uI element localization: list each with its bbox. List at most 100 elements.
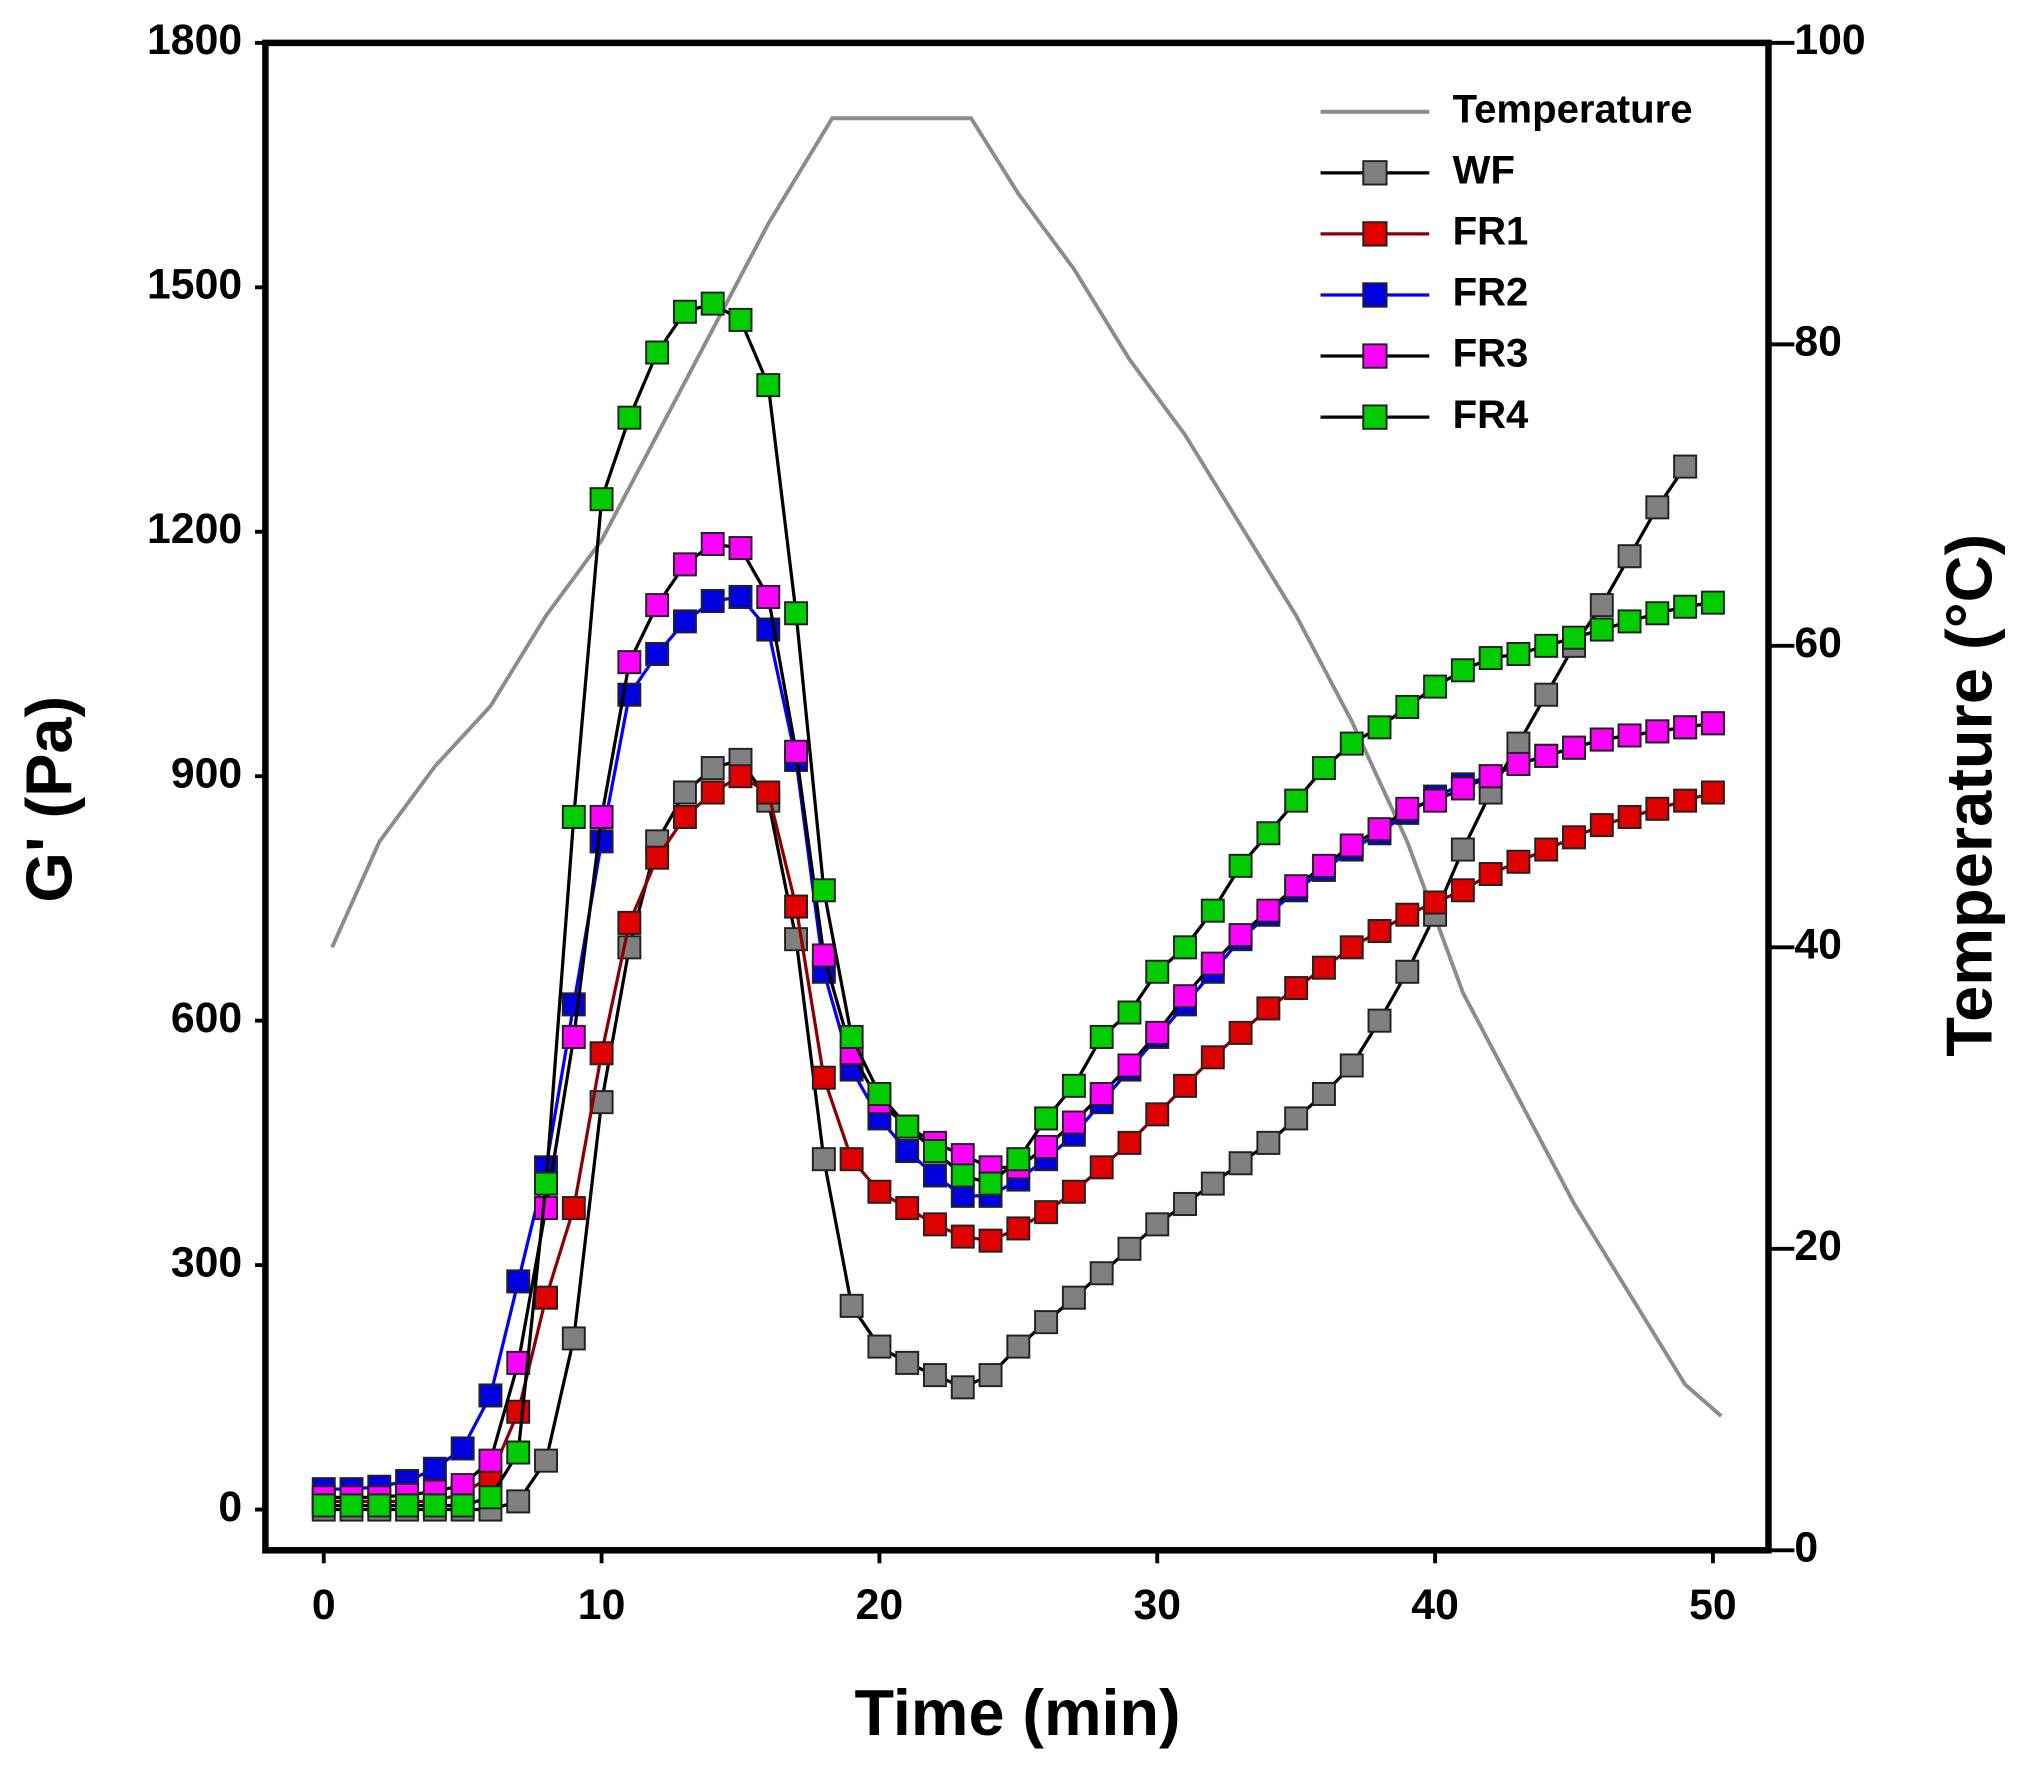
marker (839, 1147, 864, 1172)
marker (1228, 1020, 1253, 1045)
marker (700, 531, 725, 557)
marker (478, 1485, 503, 1510)
marker (561, 804, 586, 829)
marker (672, 609, 697, 634)
marker (1700, 780, 1725, 805)
marker (1589, 617, 1614, 642)
marker (1145, 1212, 1170, 1237)
legend-label: FR3 (1453, 331, 1529, 376)
marker (1423, 674, 1448, 699)
marker (589, 829, 614, 854)
marker (950, 1375, 975, 1400)
marker (978, 1363, 1003, 1388)
x-axis-label: Time (min) (855, 1676, 1181, 1749)
marker (1311, 1081, 1336, 1107)
marker (1034, 1310, 1059, 1335)
marker (1645, 495, 1670, 520)
marker (367, 1493, 392, 1518)
marker (1645, 719, 1670, 744)
marker (1645, 601, 1670, 626)
marker (923, 1363, 947, 1388)
legend-marker (1362, 404, 1388, 430)
marker (1673, 594, 1698, 619)
legend: Temperature WF FR1 FR2 FR3 FR4 (1320, 86, 1693, 437)
marker (700, 756, 725, 781)
legend-label: WF (1453, 147, 1515, 192)
marker (1534, 743, 1559, 768)
marker (506, 1350, 531, 1375)
marker (784, 601, 809, 626)
marker (756, 584, 781, 609)
legend-marker (1362, 343, 1388, 369)
marker (1506, 641, 1531, 667)
marker (1089, 1155, 1114, 1180)
marker (395, 1493, 420, 1518)
marker (700, 291, 725, 316)
marker (617, 650, 642, 675)
marker (450, 1493, 475, 1518)
marker (839, 1293, 864, 1318)
marker (1395, 694, 1420, 719)
marker (617, 405, 642, 430)
marker (1367, 1008, 1392, 1033)
marker (1228, 1151, 1253, 1176)
series-line (323, 301, 1714, 1508)
marker (950, 1224, 975, 1249)
marker (478, 1383, 503, 1408)
marker (1034, 1134, 1059, 1159)
marker (1562, 625, 1586, 650)
marker (1284, 788, 1309, 813)
marker (1256, 1130, 1281, 1155)
marker (1311, 955, 1336, 980)
marker (589, 1041, 614, 1066)
marker (923, 1139, 947, 1164)
x-tick-label: 40 (1411, 1581, 1459, 1629)
marker (589, 1090, 614, 1115)
marker (839, 1024, 864, 1049)
marker (1117, 1130, 1142, 1155)
marker (1617, 544, 1642, 569)
marker (506, 1489, 531, 1514)
marker (1311, 853, 1336, 878)
marker (506, 1440, 531, 1465)
y2-tick-label: 0 (1794, 1524, 1818, 1572)
marker (895, 1139, 920, 1164)
marker (645, 641, 670, 667)
marker (1506, 731, 1531, 756)
marker (784, 739, 809, 764)
marker (1562, 825, 1586, 850)
marker (1367, 715, 1392, 740)
marker (1006, 1147, 1031, 1172)
marker (506, 1269, 531, 1294)
marker (728, 307, 753, 332)
marker (1034, 1200, 1059, 1225)
marker (1006, 1334, 1031, 1359)
marker (1589, 813, 1614, 838)
marker (534, 1171, 558, 1196)
marker (1339, 731, 1364, 756)
marker (867, 1334, 892, 1359)
x-tick-label: 20 (856, 1581, 904, 1629)
marker (1117, 1236, 1142, 1261)
marker (450, 1436, 475, 1461)
marker (867, 1179, 892, 1204)
marker (1395, 902, 1420, 927)
marker (1145, 1102, 1170, 1127)
marker (1089, 1261, 1114, 1286)
marker (1284, 874, 1309, 899)
marker (534, 1448, 558, 1473)
marker (811, 1065, 836, 1090)
marker (1061, 1073, 1086, 1098)
marker (1367, 919, 1392, 944)
marker (1256, 996, 1281, 1021)
marker (1256, 821, 1281, 846)
marker (1061, 1110, 1086, 1135)
marker (895, 1350, 920, 1375)
marker (1478, 646, 1503, 671)
marker (561, 1024, 586, 1049)
marker (1173, 1191, 1198, 1217)
marker (700, 589, 725, 614)
marker (617, 910, 642, 935)
